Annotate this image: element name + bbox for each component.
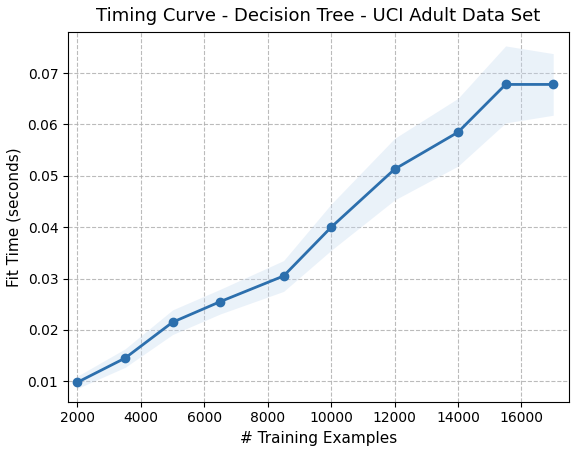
Title: Timing Curve - Decision Tree - UCI Adult Data Set: Timing Curve - Decision Tree - UCI Adult…: [96, 7, 541, 25]
Y-axis label: Fit Time (seconds): Fit Time (seconds): [7, 147, 22, 287]
X-axis label: # Training Examples: # Training Examples: [240, 431, 397, 446]
